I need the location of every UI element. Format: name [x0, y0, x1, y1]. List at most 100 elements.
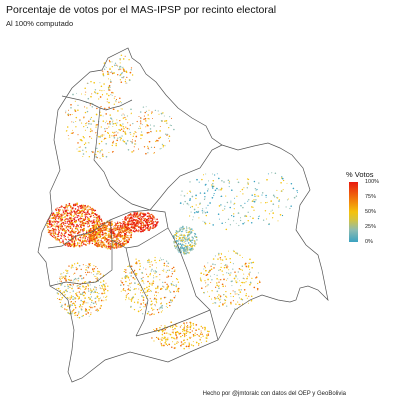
polling-station-point — [160, 325, 162, 327]
polling-station-point — [166, 265, 168, 267]
polling-station-point — [141, 220, 142, 222]
polling-station-point — [168, 135, 171, 138]
polling-station-point — [105, 247, 107, 249]
polling-station-point — [119, 65, 122, 68]
polling-station-point — [183, 322, 185, 324]
polling-station-point — [61, 296, 64, 299]
polling-station-point — [175, 347, 177, 349]
polling-station-point — [77, 277, 80, 280]
polling-station-point — [81, 277, 83, 280]
polling-station-point — [151, 313, 153, 316]
polling-station-point — [207, 188, 209, 190]
polling-station-point — [192, 237, 194, 240]
polling-station-point — [74, 301, 77, 303]
polling-station-point — [74, 231, 76, 233]
polling-station-point — [150, 225, 152, 228]
polling-station-point — [90, 116, 93, 119]
polling-station-point — [70, 296, 73, 299]
polling-station-point — [189, 325, 192, 328]
polling-station-point — [111, 72, 113, 73]
polling-station-point — [99, 287, 101, 289]
polling-station-point — [218, 269, 220, 271]
polling-station-point — [93, 209, 95, 212]
polling-station-point — [231, 189, 233, 191]
polling-station-point — [112, 108, 115, 110]
polling-station-point — [203, 326, 205, 328]
polling-station-point — [74, 237, 77, 239]
polling-station-point — [72, 266, 74, 269]
polling-station-point — [80, 230, 82, 232]
polling-station-point — [189, 198, 192, 200]
polling-station-point — [104, 130, 107, 132]
polling-station-point — [178, 236, 180, 238]
polling-station-point — [168, 343, 171, 346]
polling-station-point — [247, 211, 249, 213]
polling-station-point — [126, 76, 128, 79]
polling-station-point — [146, 224, 147, 226]
polling-station-point — [76, 210, 78, 212]
polling-station-point — [207, 180, 210, 182]
polling-station-point — [114, 222, 116, 224]
polling-station-point — [109, 243, 112, 245]
polling-station-point — [115, 142, 117, 145]
polling-station-point — [59, 209, 61, 211]
polling-station-point — [50, 234, 52, 237]
polling-station-point — [107, 123, 109, 125]
polling-station-point — [108, 94, 110, 97]
polling-station-point — [146, 215, 149, 218]
polling-station-point — [218, 205, 221, 207]
polling-station-point — [53, 232, 55, 234]
polling-station-point — [91, 207, 93, 210]
polling-station-point — [92, 288, 95, 291]
polling-station-point — [105, 238, 107, 240]
polling-station-point — [185, 332, 188, 335]
polling-station-point — [161, 143, 164, 146]
polling-station-point — [119, 57, 121, 60]
polling-station-point — [142, 302, 145, 304]
polling-station-point — [67, 285, 70, 288]
polling-station-point — [143, 115, 145, 117]
polling-station-point — [159, 148, 161, 150]
polling-station-point — [224, 221, 227, 224]
polling-station-point — [135, 135, 138, 138]
polling-station-point — [255, 199, 257, 201]
polling-station-point — [55, 220, 57, 222]
polling-station-point — [114, 230, 116, 231]
polling-station-point — [81, 221, 83, 223]
polling-station-point — [148, 215, 150, 218]
polling-station-point — [125, 118, 127, 121]
polling-station-point — [57, 227, 59, 229]
polling-station-point — [123, 237, 125, 239]
polling-station-point — [54, 228, 57, 230]
polling-station-point — [106, 98, 109, 100]
polling-station-point — [286, 199, 289, 201]
polling-station-point — [191, 343, 193, 345]
polling-station-point — [112, 140, 115, 142]
polling-station-point — [75, 121, 77, 122]
polling-station-point — [87, 97, 90, 100]
polling-station-point — [219, 295, 222, 297]
polling-station-point — [68, 212, 70, 214]
polling-station-point — [99, 271, 101, 273]
polling-station-point — [84, 222, 87, 225]
polling-station-point — [186, 202, 189, 205]
polling-station-point — [52, 233, 55, 235]
polling-station-point — [176, 237, 178, 239]
polling-station-point — [95, 132, 97, 134]
polling-station-point — [237, 278, 239, 280]
polling-station-point — [146, 294, 149, 297]
polling-station-point — [198, 181, 200, 183]
polling-station-point — [245, 281, 247, 283]
polling-station-point — [94, 306, 96, 308]
polling-station-point — [106, 73, 109, 76]
polling-station-point — [63, 277, 66, 280]
polling-station-point — [51, 227, 54, 229]
polling-station-point — [77, 225, 80, 227]
polling-station-point — [119, 123, 122, 126]
polling-station-point — [57, 220, 59, 223]
polling-station-point — [71, 236, 73, 238]
polling-station-point — [96, 92, 99, 95]
polling-station-point — [217, 258, 219, 260]
polling-station-point — [128, 128, 130, 130]
polling-station-point — [103, 83, 105, 85]
